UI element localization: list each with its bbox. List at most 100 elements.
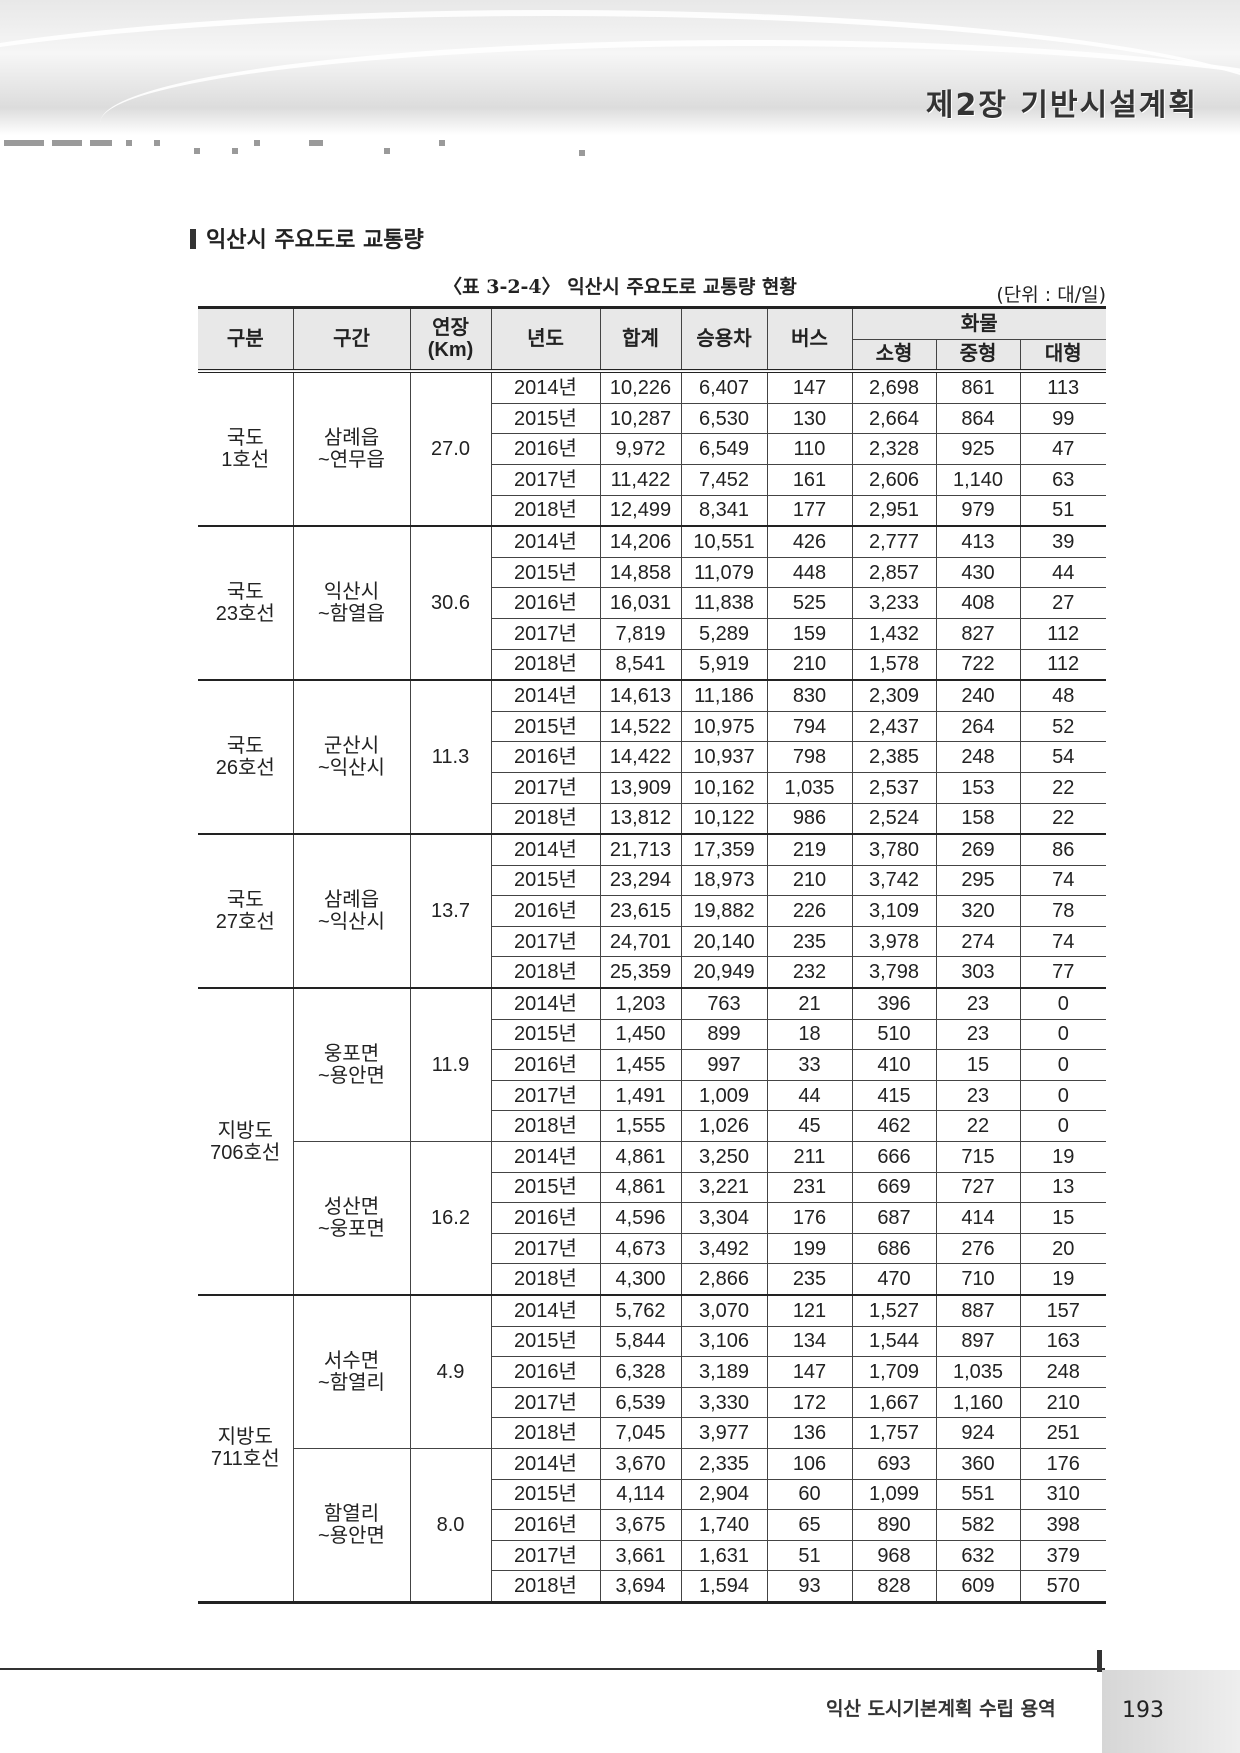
year-cell: 2018년 bbox=[491, 648, 601, 681]
truck-small-cell: 1,757 bbox=[851, 1417, 937, 1449]
truck-medium-cell: 22 bbox=[935, 1110, 1021, 1143]
truck-small-cell: 2,309 bbox=[851, 679, 937, 712]
year-cell: 2014년 bbox=[490, 1293, 601, 1327]
table-caption: 〈표 3-2-4〉 익산시 주요도로 교통량 현황 bbox=[443, 276, 797, 298]
car-cell: 18,973 bbox=[680, 864, 768, 897]
total-cell: 7,045 bbox=[599, 1417, 682, 1449]
bus-cell: 232 bbox=[766, 956, 853, 989]
truck-medium-cell: 727 bbox=[935, 1171, 1021, 1204]
truck-medium-cell: 276 bbox=[935, 1232, 1021, 1265]
truck-large-cell: 52 bbox=[1019, 710, 1106, 743]
segment-length-cell: 13.7 bbox=[409, 833, 492, 989]
car-cell: 1,009 bbox=[680, 1079, 768, 1112]
header-car: 승용차 bbox=[680, 306, 768, 374]
table-row: 국도 1호선 삼례읍 ~연무읍 27.0 2014년 10,226 6,407 147 2,6… bbox=[198, 370, 1106, 527]
car-cell: 3,492 bbox=[680, 1232, 768, 1265]
car-cell: 1,631 bbox=[680, 1539, 768, 1572]
header-truck-small: 소형 bbox=[852, 338, 937, 374]
year-cell: 2017년 bbox=[491, 1386, 601, 1419]
truck-small-cell: 1,527 bbox=[851, 1293, 937, 1327]
truck-small-cell: 2,437 bbox=[851, 710, 937, 743]
total-cell: 13,812 bbox=[599, 802, 682, 835]
bus-cell: 172 bbox=[766, 1386, 853, 1419]
table-row: 2015년 14,858 11,079 448 2,857 430 44 bbox=[198, 556, 1106, 589]
truck-medium-cell: 15 bbox=[935, 1049, 1021, 1081]
decorative-swoosh bbox=[100, 40, 1240, 135]
truck-medium-cell: 924 bbox=[935, 1417, 1021, 1449]
year-cell: 2014년 bbox=[490, 370, 601, 404]
bus-cell: 235 bbox=[766, 925, 853, 958]
page-number: 193 bbox=[1122, 1698, 1164, 1723]
car-cell: 20,949 bbox=[680, 956, 768, 989]
year-cell: 2017년 bbox=[491, 1232, 601, 1265]
car-cell: 3,106 bbox=[680, 1325, 768, 1358]
truck-medium-cell: 864 bbox=[935, 402, 1021, 435]
year-cell: 2018년 bbox=[491, 956, 601, 989]
truck-large-cell: 13 bbox=[1019, 1171, 1106, 1204]
truck-large-cell: 251 bbox=[1019, 1417, 1106, 1449]
route-name-cell: 국도 1호선 bbox=[198, 370, 294, 527]
bus-cell: 130 bbox=[766, 402, 853, 435]
truck-small-cell: 3,780 bbox=[851, 833, 937, 866]
bus-cell: 65 bbox=[766, 1509, 853, 1541]
bus-cell: 110 bbox=[766, 433, 853, 465]
truck-small-cell: 693 bbox=[851, 1447, 937, 1480]
year-cell: 2016년 bbox=[491, 433, 601, 465]
truck-large-cell: 99 bbox=[1019, 402, 1106, 435]
bus-cell: 161 bbox=[766, 463, 853, 496]
car-cell: 763 bbox=[680, 987, 768, 1020]
decorative-swoosh bbox=[0, 10, 1240, 135]
total-cell: 8,541 bbox=[599, 648, 682, 681]
year-cell: 2017년 bbox=[491, 463, 601, 496]
header-bus: 버스 bbox=[766, 306, 853, 374]
segment-name-cell: 군산시 ~익산시 bbox=[292, 679, 411, 835]
total-cell: 1,450 bbox=[599, 1018, 682, 1051]
truck-large-cell: 20 bbox=[1019, 1232, 1106, 1265]
bus-cell: 986 bbox=[766, 802, 853, 835]
year-cell: 2016년 bbox=[491, 1509, 601, 1541]
total-cell: 4,596 bbox=[599, 1202, 682, 1234]
bus-cell: 794 bbox=[766, 710, 853, 743]
car-cell: 11,838 bbox=[680, 587, 768, 619]
car-cell: 10,122 bbox=[680, 802, 768, 835]
header-truck: 화물 bbox=[851, 306, 1106, 340]
bus-cell: 226 bbox=[766, 895, 853, 927]
truck-large-cell: 112 bbox=[1019, 648, 1106, 681]
car-cell: 1,026 bbox=[680, 1110, 768, 1143]
header-year: 년도 bbox=[490, 306, 601, 374]
truck-large-cell: 78 bbox=[1019, 895, 1106, 927]
truck-small-cell: 828 bbox=[851, 1570, 937, 1604]
truck-large-cell: 19 bbox=[1019, 1263, 1106, 1296]
truck-medium-cell: 887 bbox=[935, 1293, 1021, 1327]
truck-medium-cell: 582 bbox=[935, 1509, 1021, 1541]
bus-cell: 147 bbox=[766, 1356, 853, 1388]
truck-medium-cell: 360 bbox=[935, 1447, 1021, 1480]
bus-cell: 44 bbox=[766, 1079, 853, 1112]
truck-medium-cell: 303 bbox=[935, 956, 1021, 989]
bus-cell: 210 bbox=[766, 648, 853, 681]
bus-cell: 1,035 bbox=[766, 771, 853, 804]
total-cell: 21,713 bbox=[599, 833, 682, 866]
car-cell: 10,937 bbox=[680, 741, 768, 773]
truck-small-cell: 2,537 bbox=[851, 771, 937, 804]
total-cell: 4,300 bbox=[599, 1263, 682, 1296]
segment-length-cell: 11.9 bbox=[409, 987, 492, 1143]
truck-small-cell: 3,109 bbox=[851, 895, 937, 927]
table-row: 2018년 12,499 8,341 177 2,951 979 51 bbox=[198, 494, 1106, 527]
table-row: 2016년 3,675 1,740 65 890 582 398 bbox=[198, 1509, 1106, 1541]
truck-large-cell: 248 bbox=[1019, 1356, 1106, 1388]
truck-small-cell: 2,328 bbox=[851, 433, 937, 465]
total-cell: 4,861 bbox=[599, 1171, 682, 1204]
footer-divider bbox=[0, 1668, 1105, 1670]
total-cell: 16,031 bbox=[599, 587, 682, 619]
bus-cell: 798 bbox=[766, 741, 853, 773]
car-cell: 1,740 bbox=[680, 1509, 768, 1541]
total-cell: 14,206 bbox=[599, 525, 682, 558]
year-cell: 2016년 bbox=[491, 741, 601, 773]
truck-large-cell: 157 bbox=[1019, 1293, 1106, 1327]
truck-large-cell: 0 bbox=[1019, 1079, 1106, 1112]
truck-small-cell: 462 bbox=[851, 1110, 937, 1143]
table-row: 2015년 23,294 18,973 210 3,742 295 74 bbox=[198, 864, 1106, 897]
table-row: 2015년 10,287 6,530 130 2,664 864 99 bbox=[198, 402, 1106, 435]
truck-medium-cell: 23 bbox=[935, 987, 1021, 1020]
